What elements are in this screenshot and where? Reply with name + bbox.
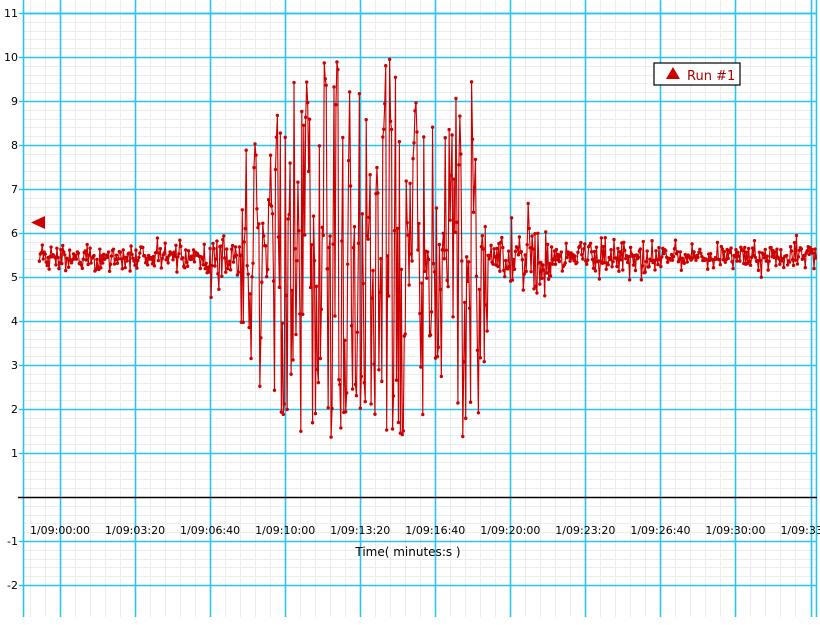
major-gridlines <box>22 0 818 617</box>
x-tick-label: 1/09:30:00 <box>705 524 765 537</box>
left-pointing-triangle-icon <box>31 216 45 229</box>
chart-legend[interactable]: Run #1 <box>653 62 741 86</box>
y-tick-label: 7 <box>11 183 18 196</box>
y-tick-label: 11 <box>4 7 18 20</box>
legend-triangle-up-icon <box>666 67 680 79</box>
y-axis-tick-labels: 11 10 9 8 7 6 5 4 3 2 1 -1 -2 <box>4 7 23 592</box>
y-tick-label: 10 <box>4 51 18 64</box>
x-tick-label: 1/09:20:00 <box>480 524 540 537</box>
y-tick-label: 8 <box>11 139 18 152</box>
y-tick-label: -1 <box>7 535 18 548</box>
y-tick-label: -2 <box>7 579 18 592</box>
y-tick-label: 6 <box>11 227 18 240</box>
legend-box <box>653 62 741 86</box>
x-tick-label: 1/09:06:40 <box>180 524 240 537</box>
legend-entry-label: Run #1 <box>687 69 735 84</box>
x-tick-label: 1/09:33:20 <box>780 524 820 537</box>
x-axis-tick-labels: 1/09:00:00 1/09:03:20 1/09:06:40 1/09:10:00… <box>30 524 820 537</box>
x-tick-label: 1/09:16:40 <box>405 524 465 537</box>
x-axis-title: Time( minutes:s ) <box>354 545 460 559</box>
x-tick-label: 1/09:26:40 <box>630 524 690 537</box>
y-tick-label: 3 <box>11 359 18 372</box>
y-tick-label: 5 <box>11 271 18 284</box>
y-tick-label: 1 <box>11 447 18 460</box>
x-tick-label: 1/09:00:00 <box>30 524 90 537</box>
x-tick-label: 1/09:23:20 <box>555 524 615 537</box>
x-tick-label: 1/09:03:20 <box>105 524 165 537</box>
data-series-run-1 <box>37 57 817 439</box>
x-tick-label: 1/09:13:20 <box>330 524 390 537</box>
x-tick-label: 1/09:10:00 <box>255 524 315 537</box>
y-tick-label: 2 <box>11 403 18 416</box>
y-tick-label: 4 <box>11 315 18 328</box>
y-tick-label: 9 <box>11 95 18 108</box>
